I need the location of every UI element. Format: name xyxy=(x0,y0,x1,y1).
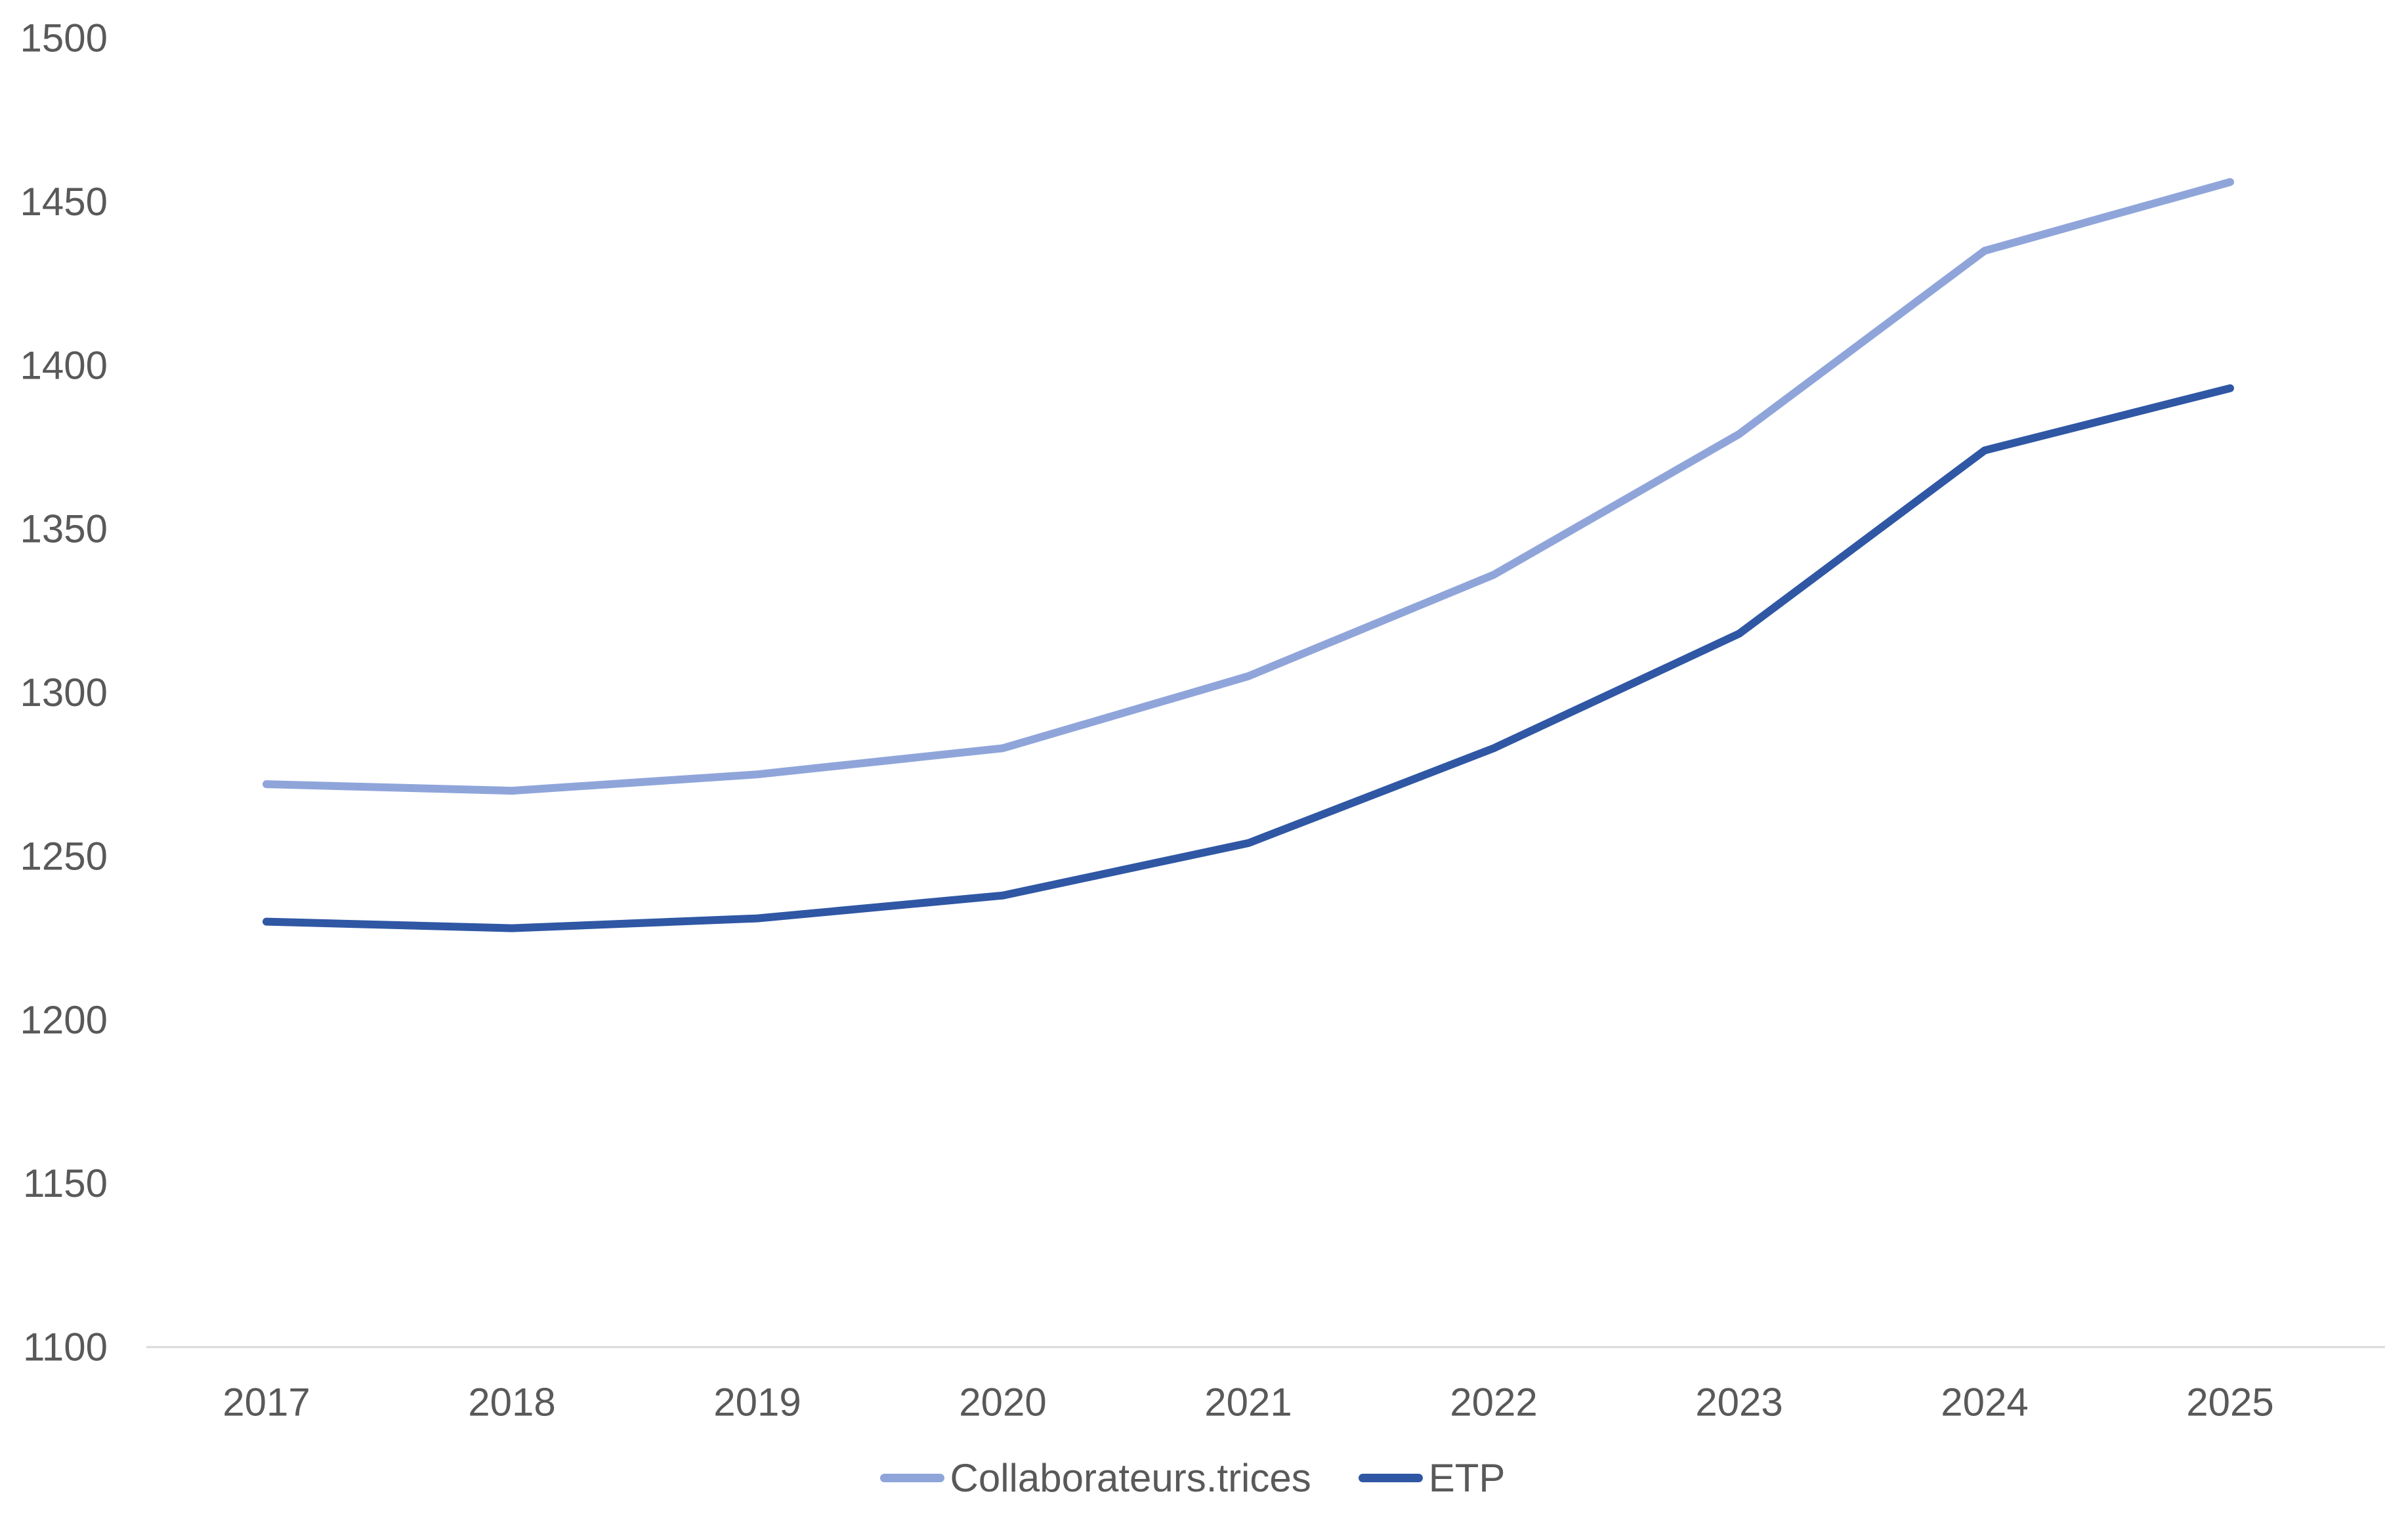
series-line-collaborateurs-trices xyxy=(263,178,2234,795)
legend-item[interactable]: ETP xyxy=(1358,1455,1506,1501)
x-axis-tick-label: 2025 xyxy=(2186,1381,2273,1425)
y-axis-tick-label: 1500 xyxy=(20,16,108,60)
x-axis-tick-label: 2022 xyxy=(1450,1381,1537,1425)
x-axis-tick-label: 2021 xyxy=(1204,1381,1292,1425)
y-axis-tick-label: 1200 xyxy=(20,998,108,1042)
legend-item[interactable]: Collaborateurs.trices xyxy=(879,1455,1311,1501)
legend-label: Collaborateurs.trices xyxy=(950,1456,1311,1500)
x-axis-tick-label: 2023 xyxy=(1695,1381,1783,1425)
y-axis-tick-label: 1350 xyxy=(20,507,108,551)
x-axis-tick-label: 2020 xyxy=(959,1381,1046,1425)
x-axis-tick-label: 2019 xyxy=(713,1381,801,1425)
y-axis-tick-label: 1100 xyxy=(23,1325,108,1369)
x-axis-tick-label: 2018 xyxy=(468,1381,555,1425)
legend-swatch-icon xyxy=(1358,1474,1423,1482)
y-axis-tick-label: 1450 xyxy=(20,180,108,224)
y-axis-tick-label: 1300 xyxy=(20,671,108,715)
series-line-etp xyxy=(263,384,2234,932)
legend: Collaborateurs.trices ETP xyxy=(0,1455,2385,1501)
legend-swatch-icon xyxy=(879,1474,944,1482)
x-axis-tick-label: 2024 xyxy=(1941,1381,2028,1425)
y-axis-tick-label: 1400 xyxy=(20,343,108,387)
x-axis-tick-label: 2017 xyxy=(222,1381,310,1425)
y-axis-tick-label: 1150 xyxy=(23,1161,108,1205)
y-axis-tick-label: 1250 xyxy=(20,834,108,878)
legend-label: ETP xyxy=(1428,1456,1506,1500)
